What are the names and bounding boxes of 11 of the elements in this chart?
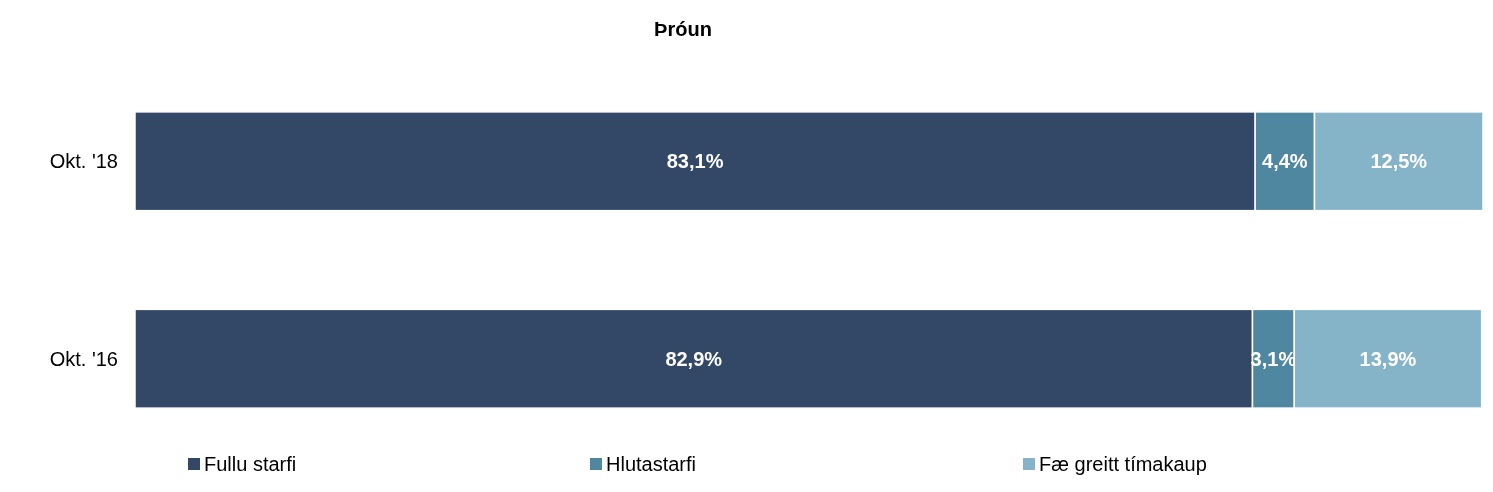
y-tick-label: Okt. '16	[49, 347, 118, 370]
data-label: 83,1%	[666, 150, 724, 173]
legend-label: Fullu starfi	[204, 453, 297, 475]
data-label: 13,9%	[1359, 347, 1417, 370]
y-tick-label: Okt. '18	[49, 150, 118, 173]
data-label: 82,9%	[665, 347, 723, 370]
legend-label: Fæ greitt tímakaup	[1039, 453, 1207, 475]
data-label: 4,4%	[1262, 150, 1308, 173]
legend-label: Hlutastarfi	[606, 453, 697, 475]
data-label: 12,5%	[1370, 150, 1428, 173]
chart-title: Þróun	[654, 18, 712, 40]
